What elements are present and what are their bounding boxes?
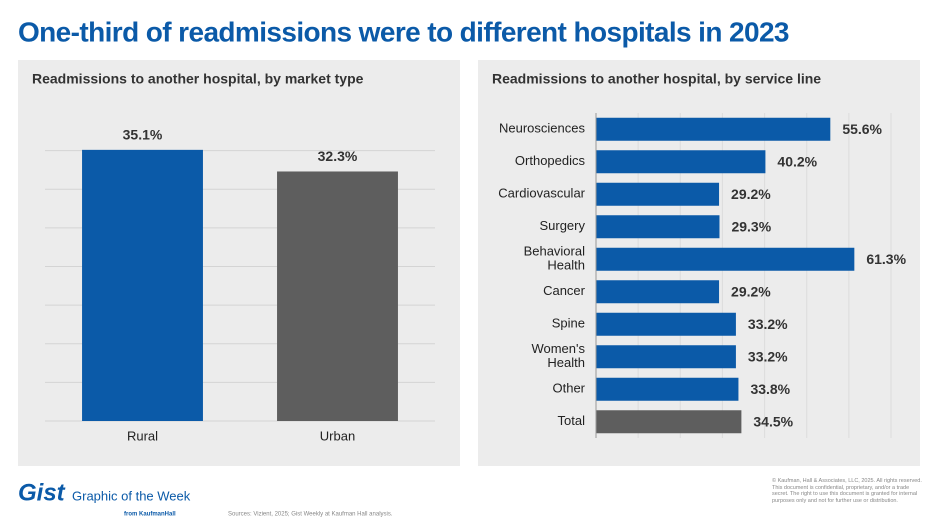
x-tick-label: Urban — [320, 428, 355, 443]
bar — [596, 117, 831, 141]
copyright: © Kaufman, Hall & Associates, LLC, 2025.… — [772, 478, 922, 504]
bar — [596, 182, 720, 206]
value-label: 29.3% — [731, 218, 771, 234]
bar — [596, 150, 766, 174]
chart-title: Readmissions to another hospital, by mar… — [32, 71, 364, 87]
y-tick-label: Total — [558, 413, 586, 428]
bar — [82, 149, 203, 422]
tagline: Graphic of the Week — [72, 488, 191, 503]
bar — [596, 410, 742, 434]
y-tick-label: Cardiovascular — [498, 186, 585, 201]
brand: Gist — [18, 479, 66, 506]
bar — [277, 171, 398, 421]
y-tick-label: Orthopedics — [515, 153, 586, 168]
value-label: 29.2% — [731, 186, 771, 202]
bar — [596, 312, 736, 336]
y-tick-label: Surgery — [539, 218, 585, 233]
from: from KaufmanHall — [124, 512, 176, 518]
chart-right: 55.6% Neurosciences 40.2% Orthopedics 29.2% C… — [498, 113, 907, 438]
y-tick-label: Behavioral Health — [524, 244, 586, 273]
y-tick-label: Women's Health — [531, 341, 585, 370]
sources: Sources: Vizient, 2025; Gist Weekly at K… — [228, 512, 393, 518]
value-label: 29.2% — [731, 283, 771, 299]
value-label: 35.1% — [123, 127, 163, 143]
value-label: 33.8% — [750, 381, 790, 397]
value-label: 32.3% — [318, 148, 358, 164]
value-label: 55.6% — [842, 121, 882, 137]
y-tick-label: Other — [552, 381, 585, 396]
value-label: 61.3% — [866, 251, 906, 267]
bar — [596, 247, 855, 271]
bar — [596, 345, 736, 369]
chart-left: 35.1% Rural 32.3% Urban — [45, 127, 435, 443]
bar — [596, 377, 739, 401]
page-title: One-third of readmissions were to differ… — [18, 16, 789, 47]
value-label: 33.2% — [748, 316, 788, 332]
value-label: 34.5% — [753, 413, 793, 429]
value-label: 33.2% — [748, 348, 788, 364]
y-tick-label: Cancer — [543, 283, 586, 298]
chart-title: Readmissions to another hospital, by ser… — [492, 71, 821, 87]
x-tick-label: Rural — [127, 428, 158, 443]
y-tick-label: Neurosciences — [499, 121, 585, 136]
bar — [596, 215, 720, 239]
bar — [596, 280, 720, 304]
y-tick-label: Spine — [552, 316, 585, 331]
value-label: 40.2% — [777, 153, 817, 169]
